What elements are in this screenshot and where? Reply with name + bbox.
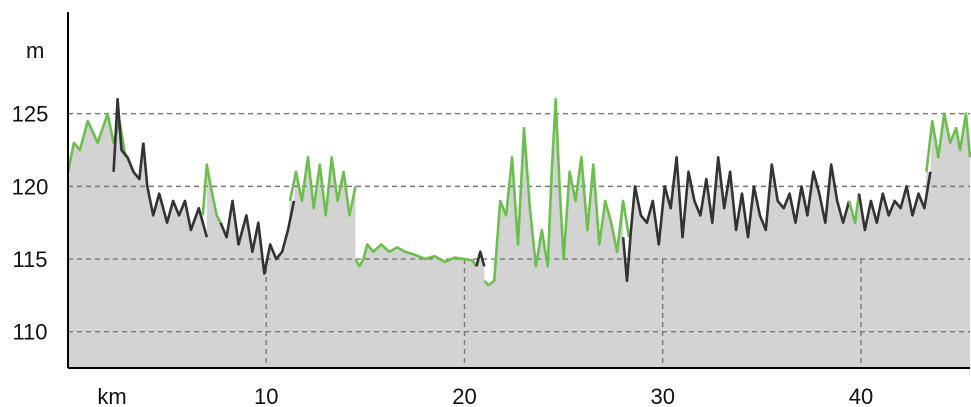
elevation-segment-2	[142, 142, 209, 238]
elevation-segment-6	[354, 243, 478, 268]
x-tick-label: 30	[650, 384, 674, 407]
elevation-segment-5	[288, 156, 357, 217]
elevation-series	[66, 97, 971, 287]
elevation-segment-10	[847, 193, 861, 224]
elevation-segment-4	[219, 199, 296, 275]
elevation-segment-12	[925, 112, 971, 172]
x-tick-label: 40	[849, 384, 873, 407]
x-axis-unit-label: km	[97, 384, 126, 407]
elevation-segment-11	[857, 171, 932, 232]
y-tick-label: 110	[12, 320, 47, 345]
y-tick-label: 115	[12, 247, 47, 272]
y-axis-unit-label: m	[26, 38, 44, 63]
elevation-segment-9	[621, 156, 851, 283]
y-tick-label: 120	[12, 174, 49, 199]
tick-labels: 110 115 120 125 10 20 30 40	[12, 102, 874, 407]
elevation-segment-1	[112, 97, 145, 181]
y-tick-label: 125	[12, 102, 49, 127]
grid-lines	[68, 113, 970, 368]
elevation-segment-8	[483, 97, 631, 287]
x-tick-label: 10	[254, 384, 278, 407]
elevation-segment-3	[201, 163, 222, 224]
elevation-segment-7	[475, 250, 486, 267]
elevation-segment-0	[66, 112, 127, 173]
x-tick-label: 20	[452, 384, 476, 407]
